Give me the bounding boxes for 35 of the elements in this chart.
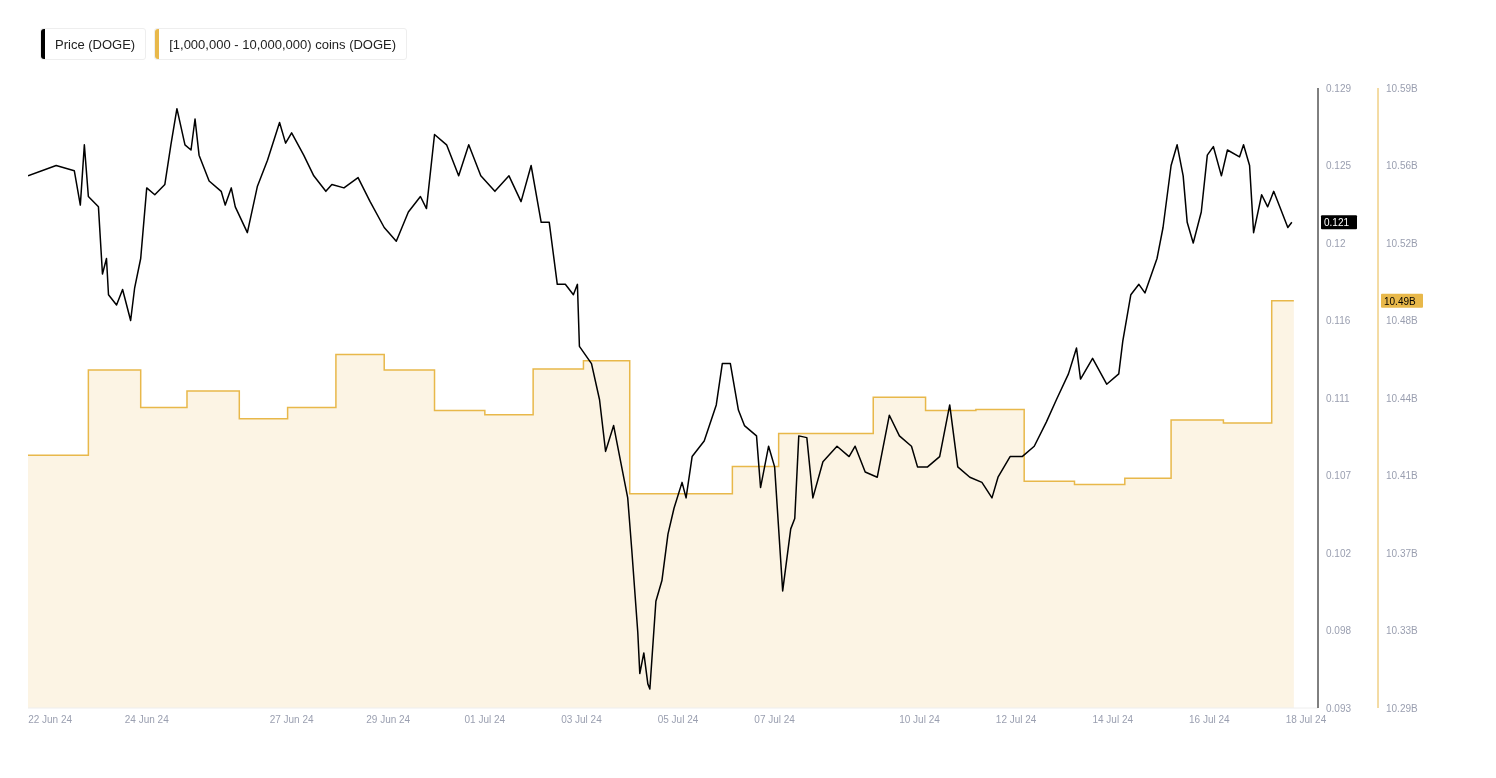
x-tick-label: 29 Jun 24: [366, 714, 411, 726]
x-tick-label: 12 Jul 24: [995, 714, 1037, 726]
y-tick-label: 0.093: [1326, 702, 1352, 714]
y2-tick-label: 10.33B: [1386, 625, 1419, 637]
legend-label: Price (DOGE): [54, 36, 137, 52]
y2-tick-label: 10.37B: [1386, 547, 1419, 559]
y-tick-label: 0.125: [1326, 160, 1352, 172]
y-tick-label: 0.116: [1326, 315, 1351, 327]
x-tick-label: 01 Jul 24: [464, 714, 506, 726]
x-tick-label: 27 Jun 24: [269, 714, 315, 726]
y-tick-label: 0.12: [1326, 237, 1346, 249]
text: 10.49B: [1384, 295, 1417, 307]
x-tick-label: 05 Jul 24: [657, 714, 699, 726]
x-tick-label: 18 Jul 24: [1285, 714, 1327, 726]
y2-tick-label: 10.48B: [1386, 315, 1419, 327]
y2-tick-label: 10.44B: [1386, 392, 1419, 404]
y-tick-label: 0.129: [1326, 82, 1352, 94]
text: 0.121: [1324, 217, 1350, 229]
x-tick-label: 16 Jul 24: [1189, 714, 1231, 726]
y-tick-label: 0.098: [1326, 625, 1352, 637]
x-tick-label: 03 Jul 24: [561, 714, 603, 726]
y2-tick-label: 10.41B: [1386, 470, 1419, 482]
y2-tick-label: 10.59B: [1386, 82, 1419, 94]
y-tick-label: 0.107: [1326, 470, 1352, 482]
x-tick-label: 22 Jun 24: [28, 714, 73, 726]
x-tick-label: 14 Jul 24: [1092, 714, 1134, 726]
x-tick-label: 07 Jul 24: [754, 714, 796, 726]
y-tick-label: 0.111: [1326, 392, 1350, 404]
x-tick-label: 10 Jul 24: [899, 714, 941, 726]
x-tick-label: 24 Jun 24: [124, 714, 170, 726]
y2-tick-label: 10.52B: [1386, 237, 1419, 249]
y2-tick-label: 10.56B: [1386, 160, 1419, 172]
y2-tick-label: 10.29B: [1386, 702, 1419, 714]
legend-label: [1,000,000 - 10,000,000) coins (DOGE): [168, 36, 398, 52]
y-tick-label: 0.102: [1326, 547, 1352, 559]
